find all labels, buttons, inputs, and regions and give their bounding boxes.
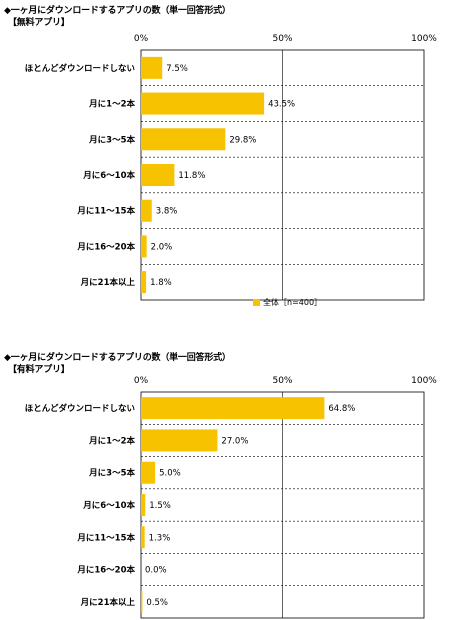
value-label: 1.5% [149, 501, 171, 511]
axis-tick-label: 100% [411, 376, 437, 386]
value-label: 1.3% [149, 533, 171, 543]
category-label: 月に11～15本 [76, 532, 135, 543]
bar [141, 526, 145, 549]
value-label: 1.8% [150, 278, 172, 288]
chart2-plot: 0% 50% 100% ほとんどダウンロードしない 64.8% 月に1～2本 27.0% 月に… [25, 376, 437, 619]
category-label: 月に16～20本 [76, 241, 135, 252]
category-label: 月に3～5本 [88, 468, 135, 479]
axis-tick-label: 0% [134, 34, 149, 44]
category-label: 月に6～10本 [82, 170, 135, 181]
bar [141, 461, 156, 484]
value-label: 43.5% [268, 100, 295, 110]
category-label: 月に21本以上 [80, 597, 136, 608]
category-label: 月に1～2本 [88, 435, 135, 446]
value-label: 27.0% [221, 436, 248, 446]
category-label: 月に11～15本 [76, 206, 135, 217]
axis-tick-label: 50% [272, 34, 292, 44]
chart1-plot: 0% 50% 100% ほとんどダウンロードしない 7.5% 月に1～2本 43.5% 月に3… [25, 34, 437, 301]
legend-label: 全体［n=400］ [263, 298, 323, 307]
bar [141, 164, 175, 186]
bar [141, 56, 163, 79]
axis-tick-label: 100% [411, 34, 437, 44]
bar [141, 429, 218, 452]
category-label: 月に3～5本 [88, 134, 135, 145]
bar [141, 271, 147, 294]
value-label: 2.0% [151, 242, 173, 252]
category-label: ほとんどダウンロードしない [25, 63, 135, 74]
bar [141, 494, 146, 516]
value-label: 0.0% [145, 566, 167, 576]
value-label: 3.8% [156, 207, 178, 217]
value-label: 64.8% [328, 404, 355, 414]
value-label: 29.8% [229, 135, 256, 145]
bar [141, 590, 143, 613]
legend-swatch [253, 299, 260, 306]
category-label: 月に6～10本 [82, 500, 135, 511]
chart2-subtitle: 【有料アプリ】 [8, 365, 70, 375]
bar [141, 397, 325, 420]
category-label: 月に21本以上 [80, 277, 136, 288]
value-label: 0.5% [146, 598, 168, 608]
axis-tick-label: 0% [134, 376, 149, 386]
category-label: ほとんどダウンロードしない [25, 403, 135, 414]
axis-tick-label: 50% [272, 376, 292, 386]
bar [141, 128, 226, 151]
value-label: 11.8% [178, 171, 205, 181]
category-label: 月に1～2本 [88, 99, 135, 110]
bar [141, 92, 265, 115]
value-label: 7.5% [166, 64, 188, 74]
category-label: 月に16～20本 [76, 565, 135, 576]
chart1-legend: 全体［n=400］ [253, 297, 322, 308]
bar [141, 199, 152, 222]
chart2-title: ◆一ヶ月にダウンロードするアプリの数（単一回答形式） [4, 353, 231, 363]
bar [141, 235, 147, 258]
chart1-subtitle: 【無料アプリ】 [8, 18, 70, 28]
chart1-title: ◆一ヶ月にダウンロードするアプリの数（単一回答形式） [4, 6, 231, 16]
value-label: 5.0% [159, 469, 181, 479]
